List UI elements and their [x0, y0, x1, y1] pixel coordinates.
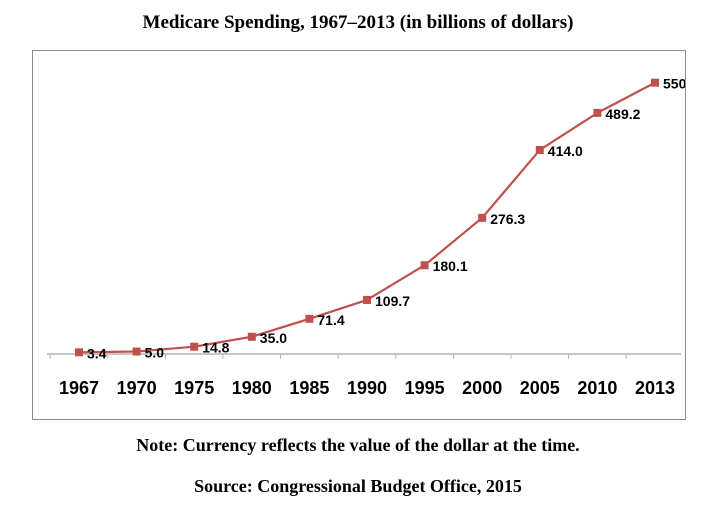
data-label: 489.2	[605, 106, 640, 122]
data-point-marker	[420, 261, 429, 270]
chart-svg: 3.4 5.0 14.8 35.0 71.4 109.7 180.1 276.3 414.0 48…	[47, 76, 685, 398]
data-label: 180.1	[433, 258, 468, 274]
data-label: 5.0	[145, 345, 165, 361]
x-tick-label: 2005	[520, 378, 560, 398]
x-tick-label: 2010	[577, 378, 617, 398]
data-point-marker	[593, 108, 602, 117]
x-tick-label: 1985	[289, 378, 329, 398]
x-tick-label: 1970	[117, 378, 157, 398]
data-labels: 3.4 5.0 14.8 35.0 71.4 109.7 180.1 276.3 414.0 48…	[87, 76, 685, 362]
series-markers	[75, 78, 659, 357]
x-tick-label: 1980	[232, 378, 272, 398]
data-label: 14.8	[202, 340, 229, 356]
data-label: 35.0	[260, 330, 287, 346]
x-tick-labels: 1967 1970 1975 1980 1985 1990 1995 2000 2005 2010…	[59, 378, 675, 398]
data-point-marker	[190, 342, 199, 351]
data-label: 3.4	[87, 345, 107, 361]
series-line-group	[78, 81, 656, 354]
x-axis-ticks	[49, 354, 627, 359]
x-tick-label: 1990	[347, 378, 387, 398]
data-point-marker	[132, 347, 141, 356]
currency-note: Note: Currency reflects the value of the…	[136, 435, 580, 455]
x-tick-label: 1975	[174, 378, 214, 398]
data-point-marker	[535, 145, 544, 154]
data-label: 71.4	[317, 312, 344, 328]
data-point-marker	[247, 332, 256, 341]
chart-title: Medicare Spending, 1967–2013 (in billion…	[142, 12, 574, 33]
data-label: 550.5	[663, 76, 685, 92]
data-point-marker	[75, 348, 83, 357]
data-point-marker	[363, 295, 371, 304]
data-point-marker	[651, 78, 659, 87]
data-label: 414.0	[548, 143, 583, 159]
data-label: 109.7	[375, 293, 410, 309]
series-line	[78, 81, 656, 354]
source-note: Source: Congressional Budget Office, 201…	[194, 476, 522, 496]
x-tick-label: 1995	[405, 378, 445, 398]
data-point-marker	[305, 314, 314, 323]
chart-area: 3.4 5.0 14.8 35.0 71.4 109.7 180.1 276.3 414.0 48…	[32, 50, 686, 420]
x-tick-label: 1967	[59, 378, 99, 398]
x-tick-label: 2013	[635, 378, 675, 398]
data-point-marker	[478, 213, 487, 222]
x-tick-label: 2000	[462, 378, 502, 398]
data-label: 276.3	[490, 211, 525, 227]
